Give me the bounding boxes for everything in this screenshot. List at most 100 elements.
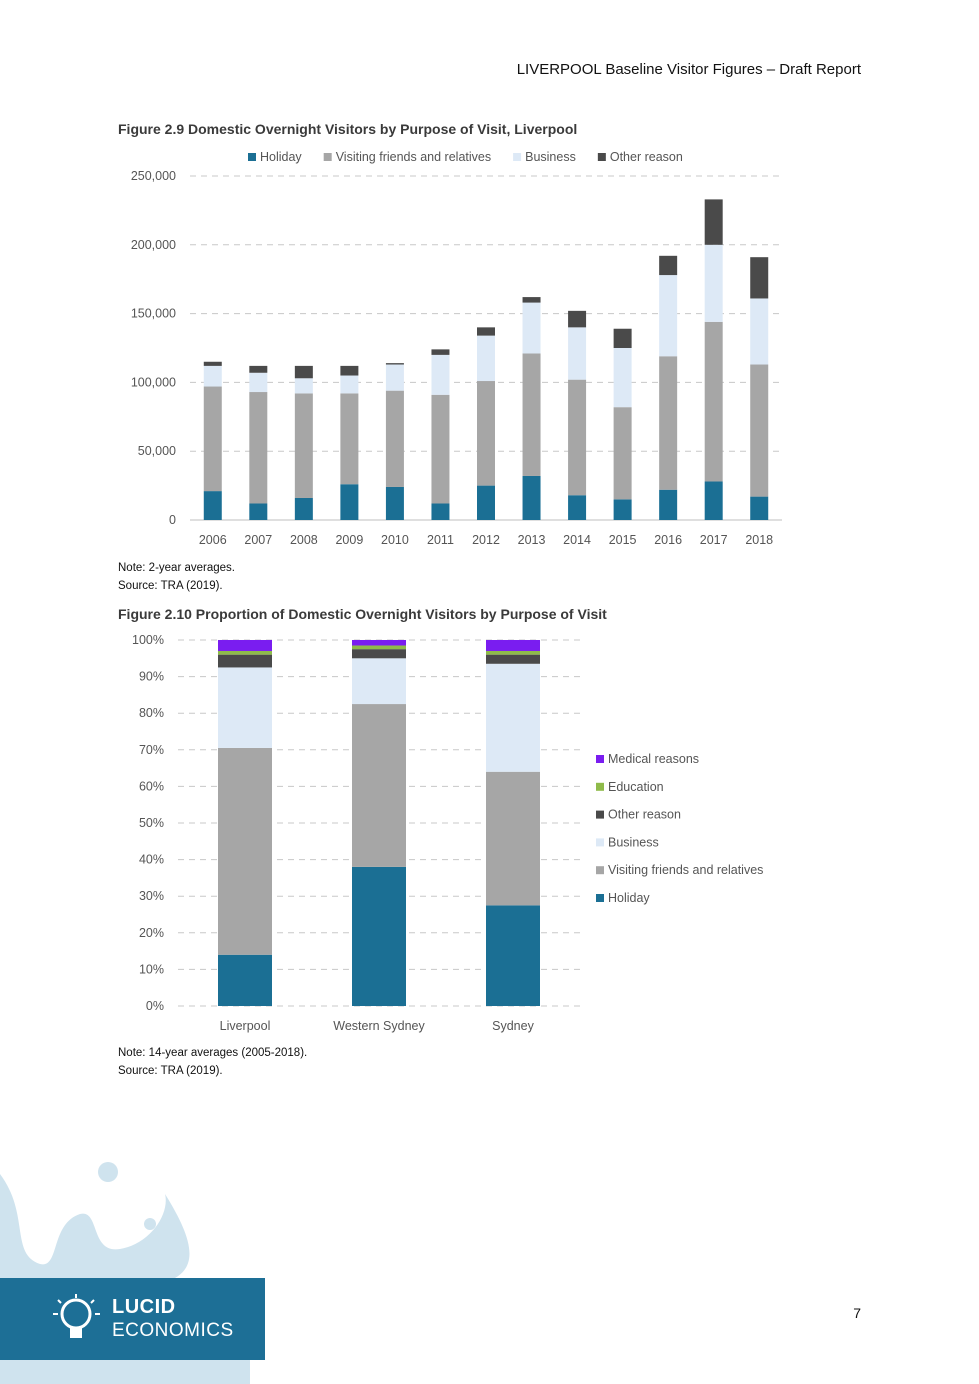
legend-swatch-business [513, 153, 522, 161]
bar-other-reason-western-sydney [352, 649, 406, 659]
bar-medical-reasons-liverpool [218, 640, 272, 651]
bar-holiday-2015 [613, 499, 632, 520]
bar-holiday-2017 [704, 481, 723, 520]
y-tick-label: 10% [139, 962, 164, 976]
bar-business-liverpool [218, 667, 272, 748]
figure2-title: Figure 2.10 Proportion of Domestic Overn… [118, 606, 607, 622]
bar-visiting-friends-and-relatives-2007 [249, 392, 268, 504]
bar-visiting-friends-and-relatives-sydney [486, 771, 540, 906]
bar-business-2011 [431, 354, 450, 395]
bar-business-2008 [294, 378, 313, 394]
bar-other-reason-2017 [704, 199, 723, 245]
bar-holiday-sydney [486, 905, 540, 1006]
x-tick-label: Sydney [492, 1019, 534, 1033]
bar-business-2010 [385, 364, 404, 391]
bar-other-reason-2008 [294, 365, 313, 379]
bar-medical-reasons-sydney [486, 640, 540, 651]
bar-visiting-friends-and-relatives-2013 [522, 353, 541, 476]
bar-other-reason-2018 [750, 257, 769, 299]
splash-graphic [0, 1162, 250, 1384]
bar-business-2013 [522, 302, 541, 354]
bar-business-2016 [659, 275, 678, 357]
y-tick-label: 0 [169, 513, 176, 527]
legend-swatch-other-reason [597, 153, 606, 161]
bar-other-reason-2006 [203, 361, 222, 366]
bar-business-2012 [477, 335, 495, 382]
bar-other-reason-2012 [477, 327, 495, 336]
x-tick-label: 2013 [518, 533, 546, 547]
y-tick-label: 50% [139, 816, 164, 830]
figure1-chart: Holiday Visiting friends and relatives Bus… [131, 150, 782, 547]
y-tick-label: 200,000 [131, 238, 176, 252]
x-tick-label: 2016 [654, 533, 682, 547]
figure2-note: Note: 14-year averages (2005-2018). [118, 1047, 308, 1059]
y-tick-label: 250,000 [131, 169, 176, 183]
bar-holiday-2018 [750, 496, 769, 520]
legend-label-visiting-friends-and-relatives: Visiting friends and relatives [336, 150, 491, 164]
bar-other-reason-sydney [486, 654, 540, 664]
x-tick-label: 2018 [745, 533, 773, 547]
bar-other-reason-2015 [613, 328, 632, 348]
bar-business-2007 [249, 372, 268, 393]
x-tick-label: 2010 [381, 533, 409, 547]
bar-other-reason-2011 [431, 349, 450, 355]
bar-holiday-2014 [568, 495, 587, 520]
legend-label-other-reason: Other reason [610, 150, 683, 164]
figure2-chart: 0% 10% 20% 30% 40% 50% 60% 70% 80% 90% 100% Liverpo… [132, 633, 763, 1033]
y-tick-label: 90% [139, 670, 164, 684]
legend-swatch-holiday [248, 153, 256, 161]
bar-visiting-friends-and-relatives-liverpool [218, 747, 272, 955]
legend-swatch-other-reason [596, 810, 604, 819]
x-tick-label: 2012 [472, 533, 500, 547]
bar-holiday-2010 [385, 486, 404, 520]
bar-medical-reasons-western-sydney [352, 640, 406, 646]
report-header: LIVERPOOL Baseline Visitor Figures – Dra… [516, 61, 861, 78]
bar-business-2014 [568, 327, 587, 380]
x-tick-label: 2017 [700, 533, 728, 547]
bar-holiday-western-sydney [352, 866, 406, 1006]
y-tick-label: 100% [132, 633, 164, 647]
logo-line1: LUCID [112, 1296, 176, 1318]
x-tick-label: Western Sydney [333, 1019, 425, 1033]
bar-holiday-2013 [522, 475, 541, 520]
bar-other-reason-2013 [522, 297, 541, 303]
x-tick-label: 2006 [199, 533, 227, 547]
bar-other-reason-2007 [249, 365, 268, 373]
bar-business-western-sydney [352, 658, 406, 705]
bar-education-sydney [486, 650, 540, 655]
bar-other-reason-2010 [385, 363, 404, 365]
bar-other-reason-liverpool [218, 654, 272, 668]
y-tick-label: 150,000 [131, 307, 176, 321]
bar-other-reason-2009 [340, 365, 359, 376]
lightbulb-icon [53, 1294, 100, 1338]
bar-business-2018 [750, 298, 769, 365]
y-tick-label: 40% [139, 853, 164, 867]
page-number: 7 [853, 1305, 861, 1321]
y-tick-label: 80% [139, 706, 164, 720]
legend-swatch-medical-reasons [596, 755, 604, 763]
x-tick-label: 2009 [335, 533, 363, 547]
x-tick-label: 2011 [427, 533, 454, 547]
legend-label-business: Business [608, 835, 659, 849]
bar-visiting-friends-and-relatives-2008 [294, 393, 313, 498]
logo-block [0, 1278, 265, 1360]
legend-swatch-education [596, 782, 604, 791]
figure1-title: Figure 2.9 Domestic Overnight Visitors b… [118, 121, 578, 137]
bar-visiting-friends-and-relatives-2009 [340, 393, 359, 485]
bar-visiting-friends-and-relatives-2016 [659, 356, 678, 490]
legend-swatch-holiday [596, 894, 604, 902]
bar-education-western-sydney [352, 645, 406, 650]
bar-holiday-2012 [477, 485, 495, 520]
y-tick-label: 60% [139, 779, 164, 793]
legend-swatch-visiting-friends-and-relatives [323, 153, 332, 161]
bar-visiting-friends-and-relatives-2010 [385, 390, 404, 487]
bar-education-liverpool [218, 650, 272, 655]
bar-business-2009 [340, 375, 359, 394]
y-tick-label: 50,000 [138, 444, 176, 458]
y-tick-label: 0% [146, 999, 164, 1013]
figure1-note: Note: 2-year averages. [118, 562, 235, 574]
bar-visiting-friends-and-relatives-2018 [750, 364, 769, 497]
bar-business-2015 [613, 348, 632, 408]
legend-label-education: Education [608, 780, 664, 794]
legend-label-holiday: Holiday [260, 150, 302, 164]
